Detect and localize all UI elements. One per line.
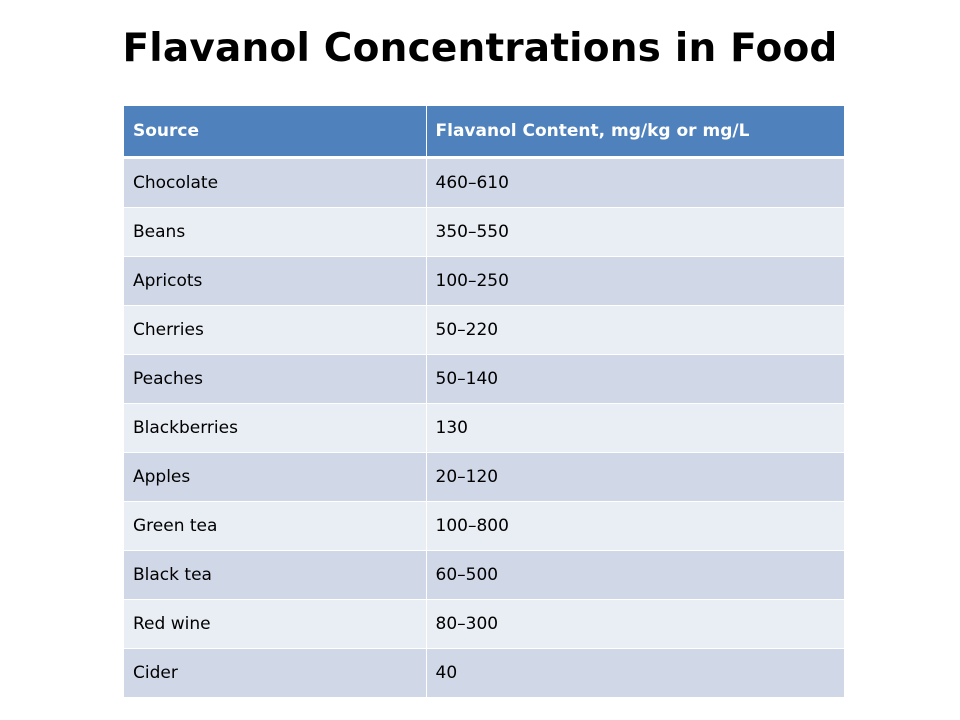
cell-source: Green tea xyxy=(124,501,427,551)
cell-source: Blackberries xyxy=(124,403,427,453)
cell-flavanol-content: 460–610 xyxy=(426,157,844,208)
table-row: Cider 40 xyxy=(124,648,844,698)
table-row: Black tea 60–500 xyxy=(124,550,844,600)
cell-flavanol-content: 40 xyxy=(426,648,844,698)
table-body: Chocolate 460–610 Beans 350–550 Apricots 100–… xyxy=(124,157,844,698)
cell-flavanol-content: 100–800 xyxy=(426,501,844,551)
cell-source: Black tea xyxy=(124,550,427,600)
page-title: Flavanol Concentrations in Food xyxy=(122,26,838,71)
cell-source: Apricots xyxy=(124,256,427,306)
table-row: Apples 20–120 xyxy=(124,452,844,502)
header-source: Source xyxy=(124,106,427,159)
cell-source: Cider xyxy=(124,648,427,698)
table-row: Blackberries 130 xyxy=(124,403,844,453)
cell-flavanol-content: 50–140 xyxy=(426,354,844,404)
header-row: Source Flavanol Content, mg/kg or mg/L xyxy=(124,106,844,159)
table-header: Source Flavanol Content, mg/kg or mg/L xyxy=(124,106,844,159)
table-row: Cherries 50–220 xyxy=(124,305,844,355)
table-row: Peaches 50–140 xyxy=(124,354,844,404)
cell-flavanol-content: 50–220 xyxy=(426,305,844,355)
cell-flavanol-content: 130 xyxy=(426,403,844,453)
cell-source: Chocolate xyxy=(124,157,427,208)
table-row: Apricots 100–250 xyxy=(124,256,844,306)
table-row: Chocolate 460–610 xyxy=(124,157,844,208)
cell-flavanol-content: 20–120 xyxy=(426,452,844,502)
cell-source: Beans xyxy=(124,207,427,257)
cell-flavanol-content: 60–500 xyxy=(426,550,844,600)
cell-source: Red wine xyxy=(124,599,427,649)
cell-source: Cherries xyxy=(124,305,427,355)
cell-flavanol-content: 350–550 xyxy=(426,207,844,257)
cell-source: Apples xyxy=(124,452,427,502)
header-flavanol-content: Flavanol Content, mg/kg or mg/L xyxy=(426,106,844,159)
table-row: Red wine 80–300 xyxy=(124,599,844,649)
flavanol-table: Source Flavanol Content, mg/kg or mg/L C… xyxy=(124,106,844,698)
cell-source: Peaches xyxy=(124,354,427,404)
table-row: Green tea 100–800 xyxy=(124,501,844,551)
table-row: Beans 350–550 xyxy=(124,207,844,257)
cell-flavanol-content: 100–250 xyxy=(426,256,844,306)
cell-flavanol-content: 80–300 xyxy=(426,599,844,649)
